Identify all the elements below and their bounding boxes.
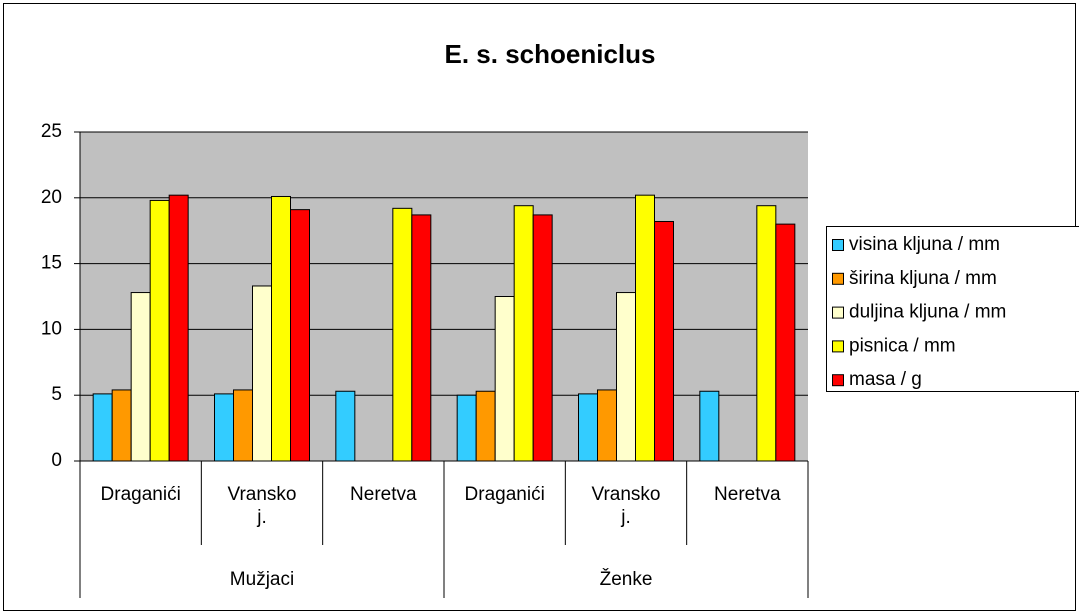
- group-label: Ženke: [600, 568, 653, 590]
- x-tick-label: Vransko j.: [227, 484, 297, 528]
- bar: [233, 389, 253, 462]
- y-tick-label: 25: [41, 121, 62, 142]
- legend-label: širina kljuna / mm: [849, 268, 997, 289]
- bar: [335, 390, 356, 462]
- bar: [597, 389, 617, 462]
- bar: [290, 209, 310, 462]
- legend-swatch: [832, 239, 844, 251]
- x-tick-label: Draganići: [464, 484, 545, 505]
- bar: [616, 292, 636, 462]
- bar: [578, 393, 598, 462]
- x-tick-label: Neretva: [714, 484, 781, 505]
- bar: [775, 223, 796, 462]
- bar: [214, 393, 234, 462]
- bar: [92, 393, 113, 462]
- y-tick-label: 10: [41, 318, 62, 339]
- bar: [271, 195, 291, 462]
- y-tick-label: 15: [41, 253, 62, 274]
- y-tick-label: 5: [51, 384, 62, 405]
- bar: [111, 389, 132, 462]
- group-label: Mužjaci: [230, 569, 294, 590]
- legend-label: pisnica / mm: [849, 335, 956, 356]
- y-tick-label: 0: [51, 450, 62, 471]
- legend-swatch: [832, 374, 844, 387]
- bar: [494, 296, 515, 462]
- bar: [654, 220, 674, 462]
- bar: [635, 194, 655, 462]
- bar: [699, 390, 720, 462]
- chart-title: E. s. schoeniclus: [445, 39, 656, 69]
- bar: [168, 194, 189, 462]
- x-tick-label: Vransko j.: [591, 484, 661, 528]
- y-tick-label: 20: [41, 187, 62, 208]
- legend-swatch: [832, 272, 844, 285]
- x-tick-label: Draganići: [100, 484, 181, 505]
- bar: [475, 390, 496, 462]
- bar: [756, 205, 777, 462]
- legend-box: [826, 226, 1079, 392]
- bar: [513, 205, 534, 462]
- bar: [456, 394, 477, 462]
- legend-swatch: [832, 340, 844, 353]
- bar: [532, 214, 553, 462]
- legend-swatch: [832, 306, 844, 319]
- x-tick-label: Neretva: [350, 484, 417, 505]
- bar: [149, 199, 170, 462]
- plot-area: [80, 132, 808, 461]
- bar: [392, 207, 413, 462]
- bar: [252, 285, 272, 462]
- legend-label: visina kljuna / mm: [849, 234, 1000, 255]
- legend-label: duljina kljuna / mm: [849, 302, 1006, 323]
- bar: [411, 214, 432, 462]
- bar: [130, 292, 151, 462]
- legend-label: masa / g: [849, 369, 922, 390]
